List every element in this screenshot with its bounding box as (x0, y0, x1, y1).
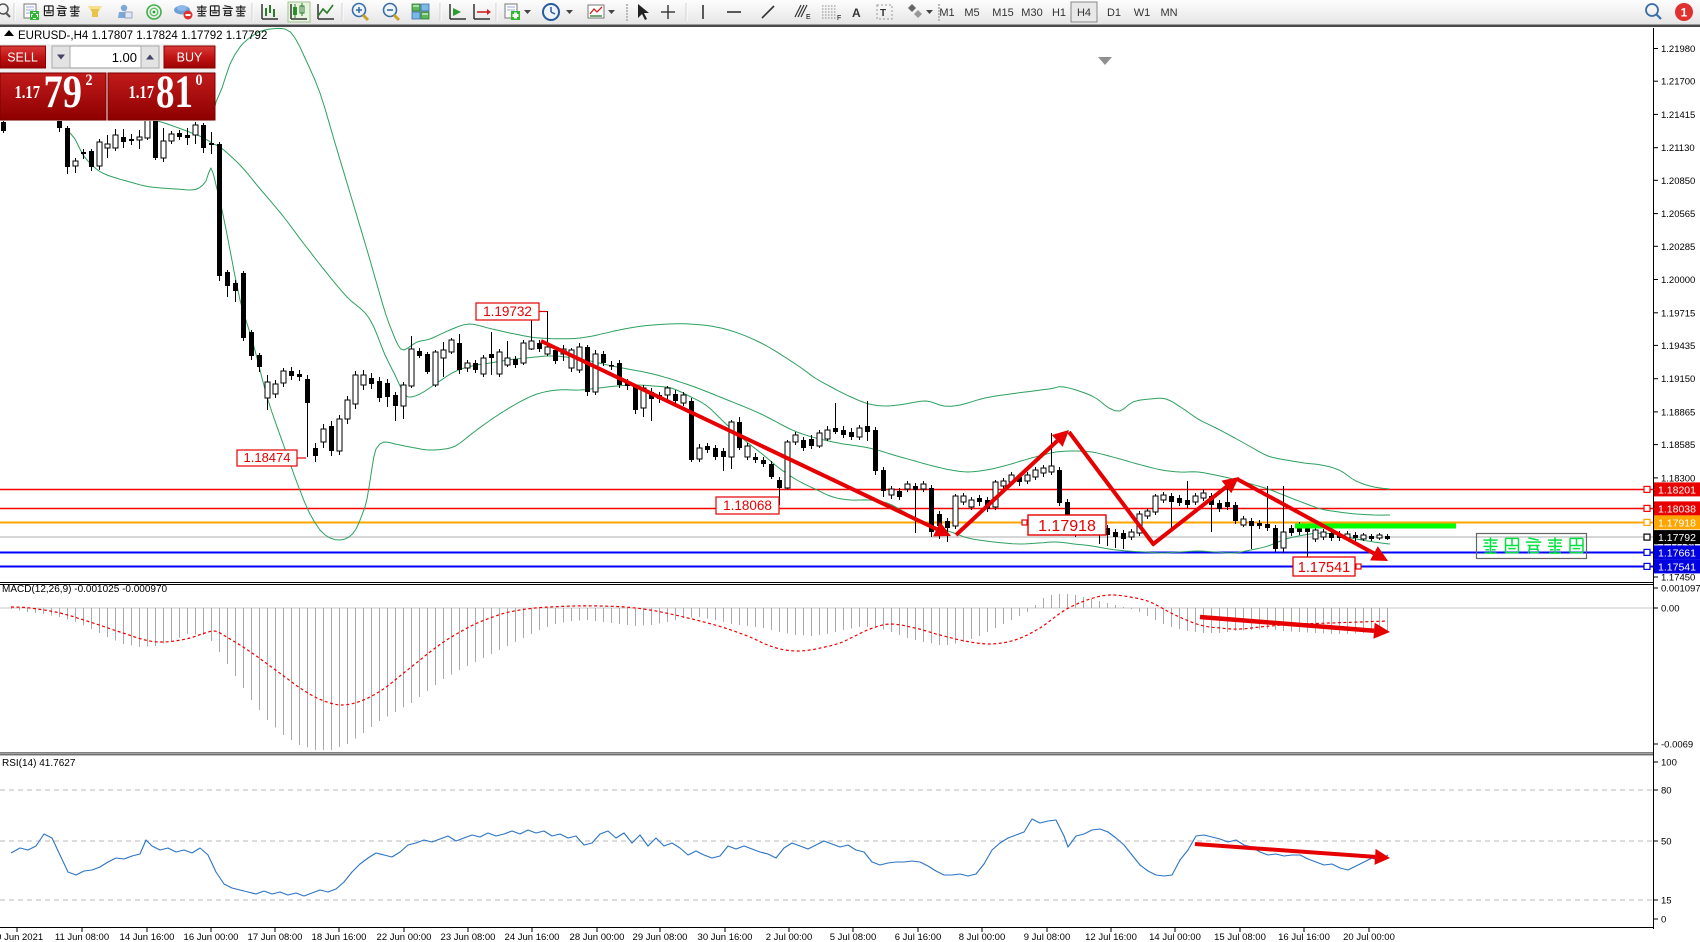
svg-text:16 Jul 16:00: 16 Jul 16:00 (1278, 932, 1330, 942)
svg-text:BUY: BUY (177, 51, 203, 65)
svg-text:16 Jun 00:00: 16 Jun 00:00 (184, 932, 239, 942)
svg-text:15 Jul 08:00: 15 Jul 08:00 (1214, 932, 1266, 942)
svg-text:1.17792: 1.17792 (1658, 532, 1696, 544)
svg-text:29 Jun 08:00: 29 Jun 08:00 (633, 932, 688, 942)
svg-text:A: A (852, 6, 861, 20)
svg-text:1.17: 1.17 (15, 82, 41, 102)
svg-text:14 Jun 16:00: 14 Jun 16:00 (120, 932, 175, 942)
svg-text:10 Jun 2021: 10 Jun 2021 (0, 932, 43, 942)
svg-text:EURUSD-,H4 1.17807 1.17824 1.: EURUSD-,H4 1.17807 1.17824 1.17792 1.177… (18, 30, 267, 42)
svg-text:1.18201: 1.18201 (1658, 484, 1696, 496)
svg-text:0: 0 (1661, 915, 1666, 926)
svg-text:14 Jul 00:00: 14 Jul 00:00 (1149, 932, 1201, 942)
svg-text:H1: H1 (1052, 7, 1066, 19)
svg-text:1.18068: 1.18068 (723, 498, 772, 513)
svg-text:11 Jun 08:00: 11 Jun 08:00 (55, 932, 109, 942)
svg-text:1.18038: 1.18038 (1658, 503, 1696, 515)
svg-text:1.19150: 1.19150 (1661, 374, 1695, 385)
svg-text:30 Jun 16:00: 30 Jun 16:00 (698, 932, 753, 942)
svg-text:T: T (880, 8, 886, 19)
svg-text:1.17541: 1.17541 (1298, 560, 1350, 576)
svg-text:18 Jun 16:00: 18 Jun 16:00 (312, 932, 367, 942)
svg-text:M5: M5 (964, 7, 979, 19)
svg-text:1.19732: 1.19732 (483, 304, 532, 319)
svg-text:1.21415: 1.21415 (1661, 110, 1695, 121)
svg-text:79: 79 (44, 66, 83, 118)
svg-text:1.17918: 1.17918 (1038, 518, 1096, 535)
svg-text:0.00: 0.00 (1661, 604, 1680, 615)
svg-text:8 Jul 00:00: 8 Jul 00:00 (959, 932, 1005, 942)
svg-text:2 Jul 00:00: 2 Jul 00:00 (766, 932, 812, 942)
svg-text:1.21980: 1.21980 (1661, 44, 1695, 55)
svg-text:1.17541: 1.17541 (1658, 561, 1696, 573)
svg-text:1.18585: 1.18585 (1661, 440, 1695, 451)
svg-text:50: 50 (1661, 837, 1672, 848)
svg-text:1.20850: 1.20850 (1661, 176, 1695, 187)
svg-text:MN: MN (1160, 7, 1177, 19)
svg-text:17 Jun 08:00: 17 Jun 08:00 (248, 932, 303, 942)
svg-text:1.17661: 1.17661 (1658, 547, 1696, 559)
svg-text:28 Jun 00:00: 28 Jun 00:00 (570, 932, 625, 942)
svg-text:23 Jun 08:00: 23 Jun 08:00 (441, 932, 496, 942)
svg-text:H4: H4 (1077, 7, 1091, 19)
svg-text:81: 81 (156, 66, 193, 118)
svg-text:1: 1 (1681, 6, 1688, 20)
svg-text:1.18474: 1.18474 (244, 450, 291, 465)
svg-text:0.001097: 0.001097 (1661, 584, 1700, 595)
svg-text:1.17: 1.17 (129, 82, 155, 102)
svg-text:80: 80 (1661, 786, 1672, 797)
svg-text:1.19715: 1.19715 (1661, 308, 1695, 319)
svg-text:1.17450: 1.17450 (1661, 573, 1695, 584)
svg-text:D1: D1 (1107, 7, 1121, 19)
svg-text:9 Jul 08:00: 9 Jul 08:00 (1024, 932, 1070, 942)
svg-text:W1: W1 (1134, 7, 1151, 19)
svg-text:0: 0 (196, 72, 203, 89)
svg-text:F: F (837, 15, 841, 22)
svg-text:1.17918: 1.17918 (1658, 517, 1696, 529)
svg-text:12 Jul 16:00: 12 Jul 16:00 (1085, 932, 1137, 942)
svg-text:1.20000: 1.20000 (1661, 275, 1695, 286)
svg-text:M30: M30 (1021, 7, 1042, 19)
svg-text:SELL: SELL (7, 51, 38, 65)
svg-text:1.21130: 1.21130 (1661, 143, 1695, 154)
svg-text:15: 15 (1661, 896, 1672, 907)
svg-text:RSI(14) 41.7627: RSI(14) 41.7627 (2, 758, 76, 769)
svg-text:1.21700: 1.21700 (1661, 77, 1695, 88)
svg-text:1.17735: 1.17735 (1661, 539, 1695, 550)
svg-text:1.20565: 1.20565 (1661, 209, 1695, 220)
svg-text:M15: M15 (992, 7, 1013, 19)
svg-text:2: 2 (86, 72, 93, 89)
svg-text:E: E (806, 14, 811, 21)
svg-text:MACD(12,26,9) -0.001025 -0.000: MACD(12,26,9) -0.001025 -0.000970 (2, 584, 168, 595)
svg-text:M1: M1 (939, 7, 954, 19)
svg-text:1.20285: 1.20285 (1661, 242, 1695, 253)
svg-text:1.18865: 1.18865 (1661, 407, 1695, 418)
svg-text:22 Jun 00:00: 22 Jun 00:00 (377, 932, 432, 942)
svg-text:1.19435: 1.19435 (1661, 341, 1695, 352)
svg-text:1.18300: 1.18300 (1661, 473, 1695, 484)
svg-text:6 Jul 16:00: 6 Jul 16:00 (895, 932, 941, 942)
svg-text:1.00: 1.00 (112, 50, 137, 65)
svg-text:100: 100 (1661, 758, 1677, 769)
svg-text:-0.0069: -0.0069 (1661, 740, 1693, 751)
svg-text:5 Jul 08:00: 5 Jul 08:00 (830, 932, 876, 942)
svg-text:24 Jun 16:00: 24 Jun 16:00 (505, 932, 560, 942)
svg-text:20 Jul 00:00: 20 Jul 00:00 (1343, 932, 1395, 942)
